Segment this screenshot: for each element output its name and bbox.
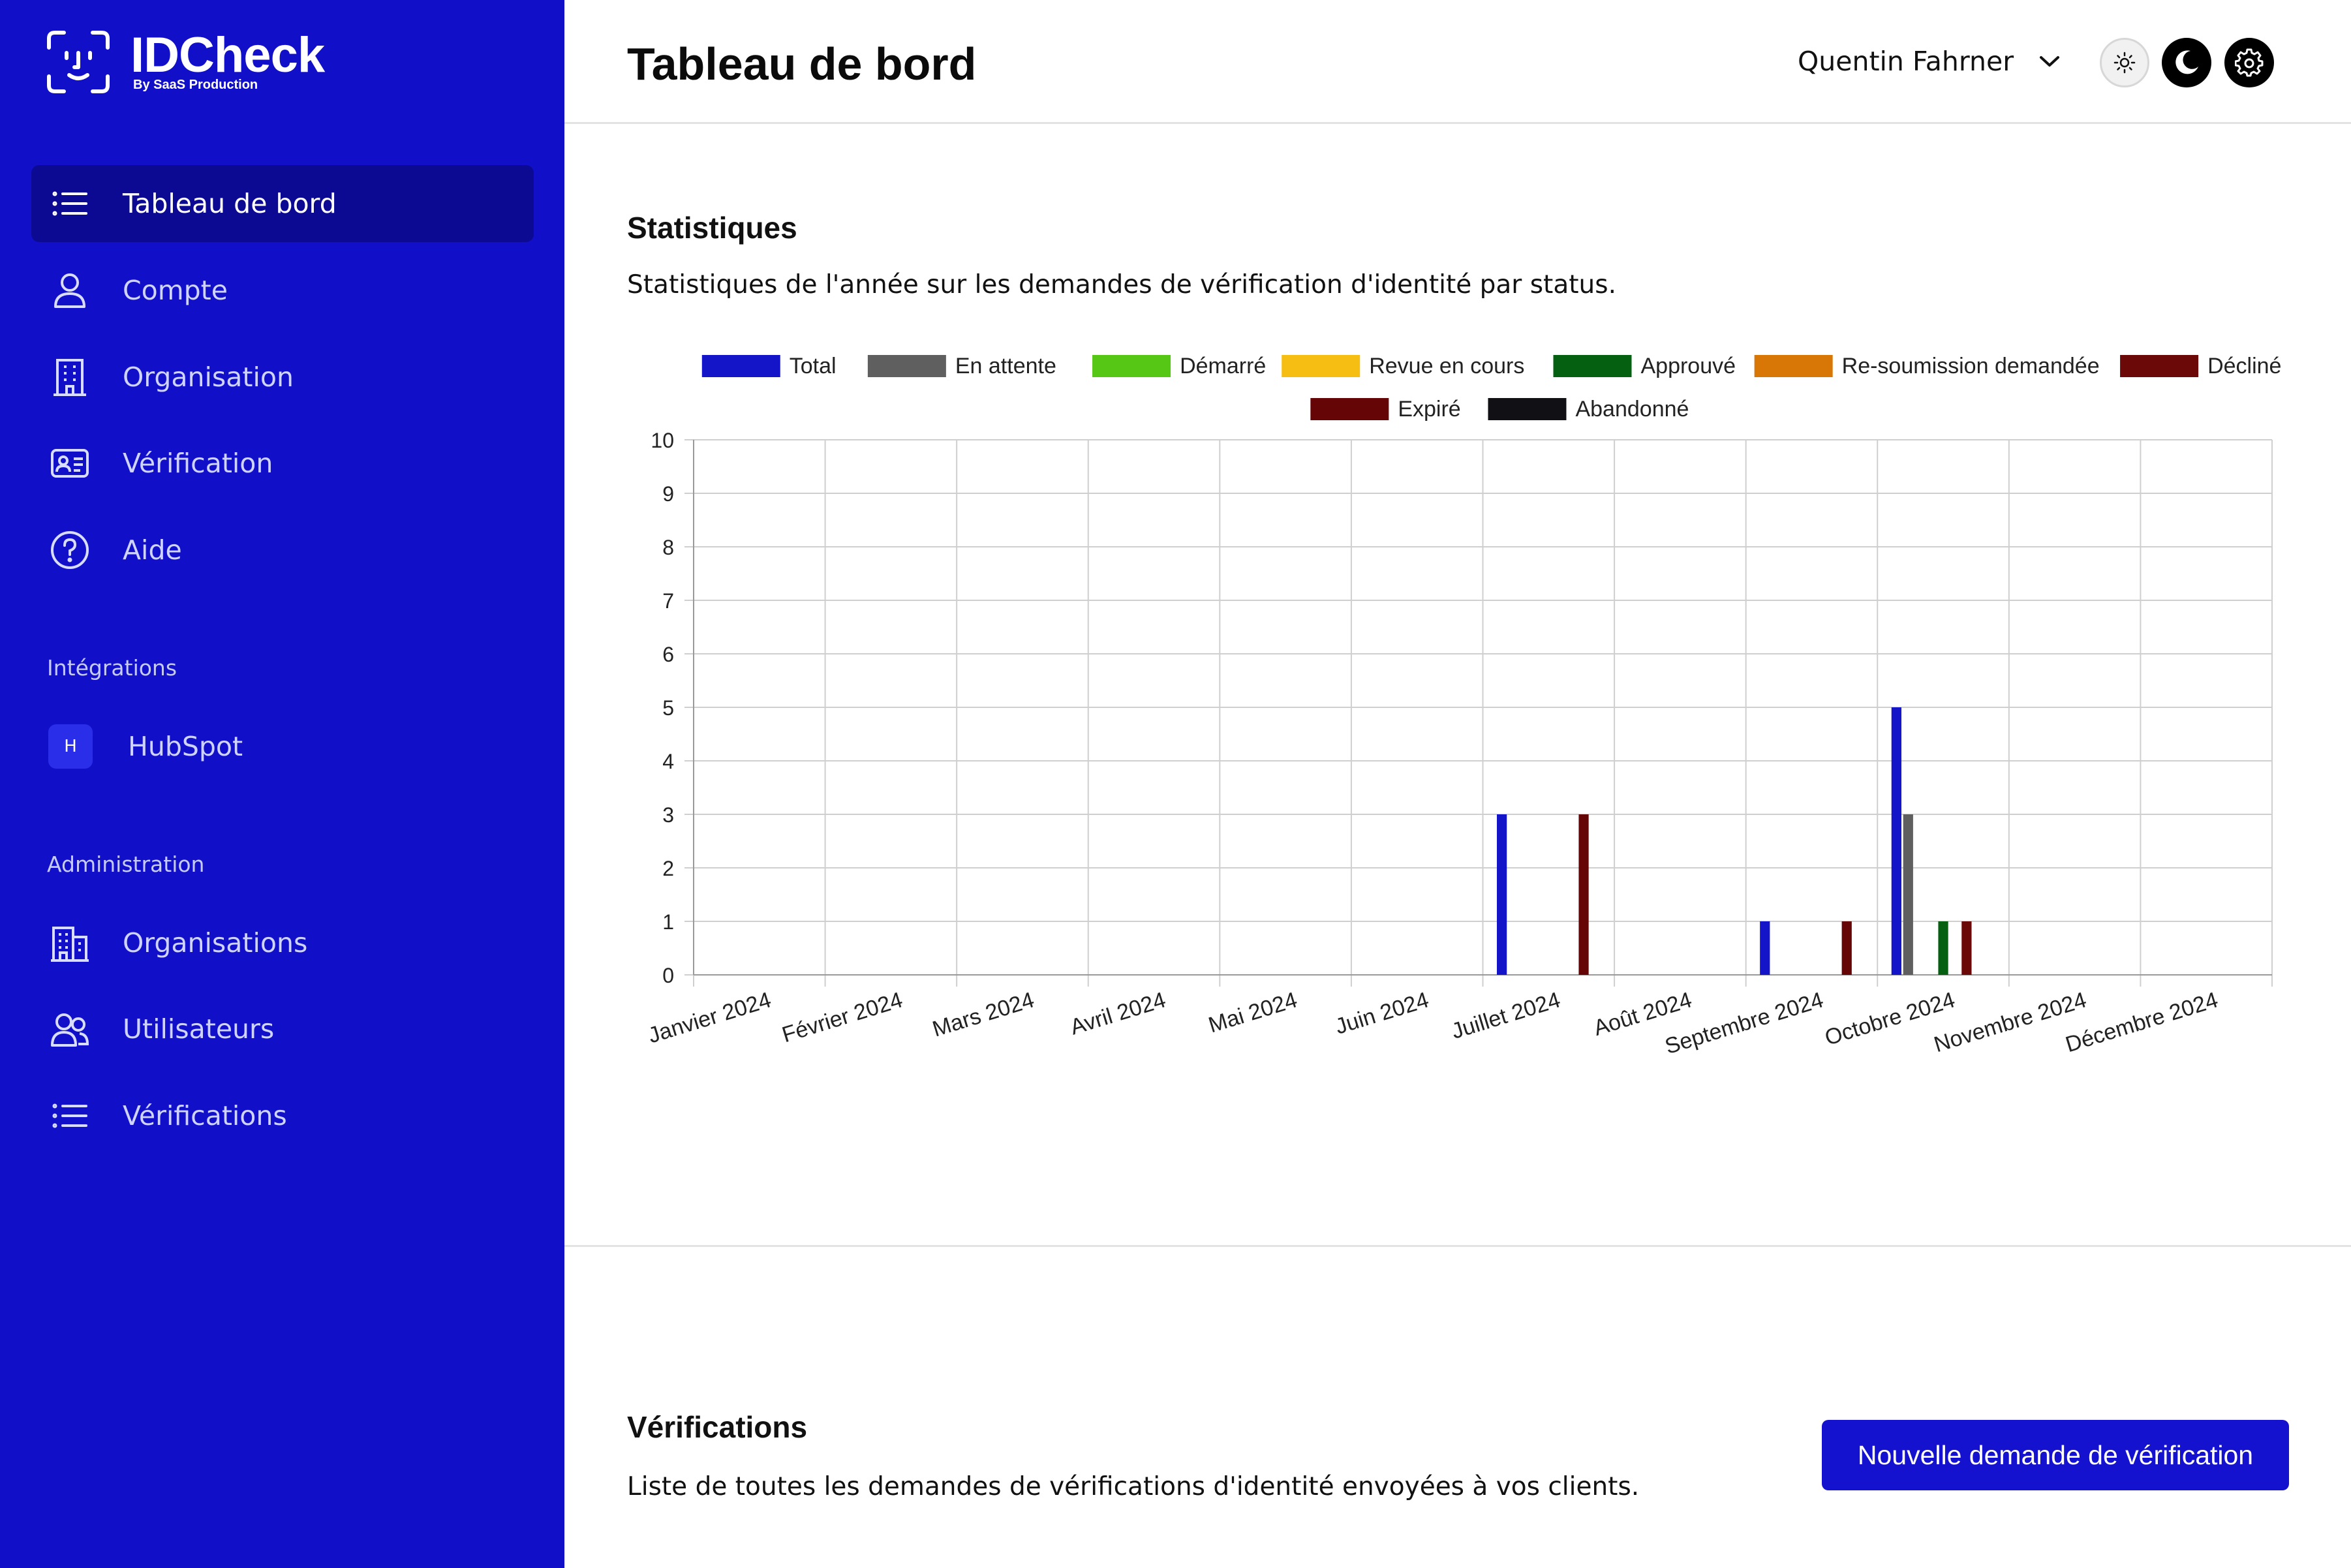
legend-swatch — [1488, 398, 1567, 420]
y-tick-label: 6 — [662, 643, 674, 666]
y-tick-label: 3 — [662, 803, 674, 827]
x-tick-label: Février 2024 — [779, 987, 906, 1047]
legend-swatch — [1092, 355, 1171, 377]
legend-swatch — [1310, 398, 1389, 420]
x-tick-label: Janvier 2024 — [645, 987, 774, 1048]
sidebar-item-organisation[interactable]: Organisation — [31, 339, 534, 416]
y-tick-label: 8 — [662, 536, 674, 559]
settings-button[interactable] — [2224, 38, 2274, 87]
x-tick-label: Novembre 2024 — [1931, 987, 2089, 1057]
legend-swatch — [1282, 355, 1360, 377]
y-tick-label: 4 — [662, 750, 674, 773]
x-tick-label: Décembre 2024 — [2063, 987, 2220, 1057]
stats-title: Statistiques — [627, 211, 797, 245]
top-header: Tableau de bord Quentin Fahrner — [564, 0, 2351, 124]
chart-bar — [1497, 814, 1507, 975]
buildings-icon — [50, 923, 90, 963]
chart-bar — [1578, 814, 1589, 975]
stats-description: Statistiques de l'année sur les demandes… — [627, 270, 1616, 300]
sidebar-item-label: Compte — [123, 275, 228, 306]
legend-swatch — [701, 355, 780, 377]
sidebar-item-label: Vérification — [123, 448, 273, 479]
sidebar: IDCheck By SaaS Production Tableau de bo… — [0, 0, 564, 1568]
user-icon — [50, 270, 90, 311]
app-logo[interactable]: IDCheck By SaaS Production — [46, 27, 325, 95]
face-scan-icon — [47, 31, 110, 93]
sidebar-item-help[interactable]: Aide — [31, 512, 534, 589]
legend-swatch — [867, 355, 946, 377]
app-name: IDCheck — [131, 27, 325, 83]
list-icon — [50, 183, 90, 224]
chart-svg: Total En attente Démarré Revue en cours Appr… — [645, 354, 2282, 1059]
sidebar-item-account[interactable]: Compte — [31, 252, 534, 329]
id-card-icon — [50, 443, 90, 484]
sidebar-item-verifications[interactable]: Vérifications — [31, 1077, 534, 1154]
x-tick-label: Mars 2024 — [930, 987, 1037, 1041]
sidebar-item-verification[interactable]: Vérification — [31, 425, 534, 502]
verifications-description: Liste de toutes les demandes de vérifica… — [627, 1472, 1640, 1501]
user-name: Quentin Fahrner — [1798, 46, 2014, 77]
legend-label: Expiré — [1398, 397, 1460, 422]
legend-label: En attente — [955, 354, 1056, 378]
sidebar-item-users[interactable]: Utilisateurs — [31, 991, 534, 1068]
legend-label: Démarré — [1180, 354, 1266, 378]
legend-label: Re-soumission demandée — [1842, 354, 2100, 378]
legend-label: Revue en cours — [1369, 354, 1524, 378]
help-circle-icon — [50, 530, 90, 570]
chart-bar — [1891, 707, 1901, 975]
x-tick-label: Avril 2024 — [1068, 987, 1169, 1039]
section-divider — [564, 1245, 2351, 1247]
users-icon — [50, 1009, 90, 1049]
user-menu[interactable]: Quentin Fahrner — [1798, 46, 2061, 77]
sidebar-item-label: Organisations — [123, 927, 308, 959]
legend-label: Approuvé — [1640, 354, 1736, 378]
sidebar-item-label: Aide — [123, 534, 182, 566]
app-tagline: By SaaS Production — [133, 78, 258, 92]
chart-bar — [1841, 921, 1852, 975]
y-tick-label: 2 — [662, 857, 674, 880]
y-tick-label: 1 — [662, 910, 674, 934]
verifications-title: Vérifications — [627, 1410, 808, 1444]
legend-label: Total — [790, 354, 837, 378]
legend-swatch — [2120, 355, 2199, 377]
y-tick-label: 0 — [662, 964, 674, 987]
list-icon — [50, 1096, 90, 1136]
sidebar-item-label: Utilisateurs — [123, 1013, 275, 1045]
x-tick-label: Juin 2024 — [1332, 987, 1432, 1039]
chart-bar — [1961, 921, 1972, 975]
new-verification-button[interactable]: Nouvelle demande de vérification — [1822, 1420, 2289, 1490]
y-tick-label: 10 — [651, 429, 674, 452]
hubspot-badge: H — [48, 724, 93, 769]
chart-bar — [1903, 814, 1913, 975]
legend-swatch — [1553, 355, 1632, 377]
sidebar-item-dashboard[interactable]: Tableau de bord — [31, 165, 534, 242]
legend-swatch — [1754, 355, 1833, 377]
chart-bar — [1938, 921, 1948, 975]
y-tick-label: 5 — [662, 696, 674, 720]
sidebar-item-label: Vérifications — [123, 1100, 287, 1131]
dark-mode-button[interactable] — [2162, 38, 2211, 87]
y-tick-label: 7 — [662, 589, 674, 613]
building-icon — [50, 357, 90, 397]
light-mode-button[interactable] — [2100, 38, 2149, 87]
sidebar-item-hubspot[interactable]: H HubSpot — [31, 708, 534, 785]
chevron-down-icon — [2040, 56, 2060, 67]
sidebar-item-label: HubSpot — [128, 731, 243, 762]
x-tick-label: Juillet 2024 — [1449, 987, 1563, 1044]
legend-label: Abandonné — [1575, 397, 1689, 422]
administration-section-title: Administration — [47, 852, 205, 877]
legend-label: Décliné — [2207, 354, 2281, 378]
status-bar-chart: Total En attente Démarré Revue en cours Appr… — [627, 339, 2297, 1109]
moon-icon — [2175, 50, 2198, 74]
integrations-section-title: Intégrations — [47, 655, 177, 681]
sidebar-item-label: Tableau de bord — [123, 188, 337, 219]
x-tick-label: Mai 2024 — [1206, 987, 1300, 1038]
page-title: Tableau de bord — [627, 38, 977, 89]
y-tick-label: 9 — [662, 482, 674, 506]
sun-icon — [2113, 52, 2136, 74]
gear-icon — [2235, 48, 2264, 77]
sidebar-item-organisations[interactable]: Organisations — [31, 904, 534, 981]
sidebar-item-label: Organisation — [123, 361, 294, 393]
chart-bar — [1760, 921, 1770, 975]
